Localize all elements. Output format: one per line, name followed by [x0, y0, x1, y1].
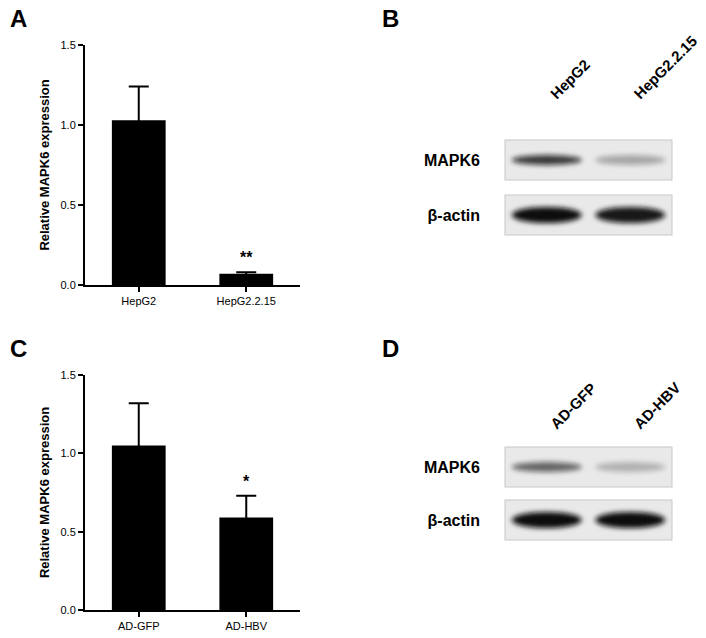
svg-text:HepG2.2.15: HepG2.2.15 [630, 32, 700, 102]
svg-text:β-actin: β-actin [428, 512, 480, 529]
svg-text:0.0: 0.0 [61, 604, 76, 616]
svg-text:HepG2: HepG2 [547, 56, 593, 102]
svg-text:MAPK6: MAPK6 [424, 459, 480, 476]
svg-text:AD-GFP: AD-GFP [547, 379, 600, 432]
svg-text:AD-GFP: AD-GFP [118, 620, 160, 632]
svg-text:AD-HBV: AD-HBV [225, 620, 267, 632]
svg-text:AD-HBV: AD-HBV [630, 379, 683, 432]
svg-text:A: A [10, 5, 27, 32]
svg-text:C: C [10, 335, 27, 362]
svg-text:0.5: 0.5 [61, 526, 76, 538]
svg-text:0.0: 0.0 [61, 279, 76, 291]
svg-text:HepG2.2.15: HepG2.2.15 [217, 295, 276, 307]
svg-text:D: D [382, 335, 399, 362]
svg-text:1.0: 1.0 [61, 119, 76, 131]
svg-text:*: * [243, 473, 250, 490]
svg-text:B: B [382, 5, 399, 32]
svg-text:1.5: 1.5 [61, 39, 76, 51]
svg-text:HepG2: HepG2 [121, 295, 156, 307]
svg-text:0.5: 0.5 [61, 199, 76, 211]
svg-text:Relative MAPK6 expression: Relative MAPK6 expression [37, 79, 52, 250]
svg-text:β-actin: β-actin [428, 207, 480, 224]
svg-text:**: ** [240, 249, 253, 266]
svg-text:1.0: 1.0 [61, 447, 76, 459]
svg-text:Relative MAPK6 expression: Relative MAPK6 expression [37, 407, 52, 578]
svg-text:MAPK6: MAPK6 [424, 152, 480, 169]
svg-text:1.5: 1.5 [61, 369, 76, 381]
